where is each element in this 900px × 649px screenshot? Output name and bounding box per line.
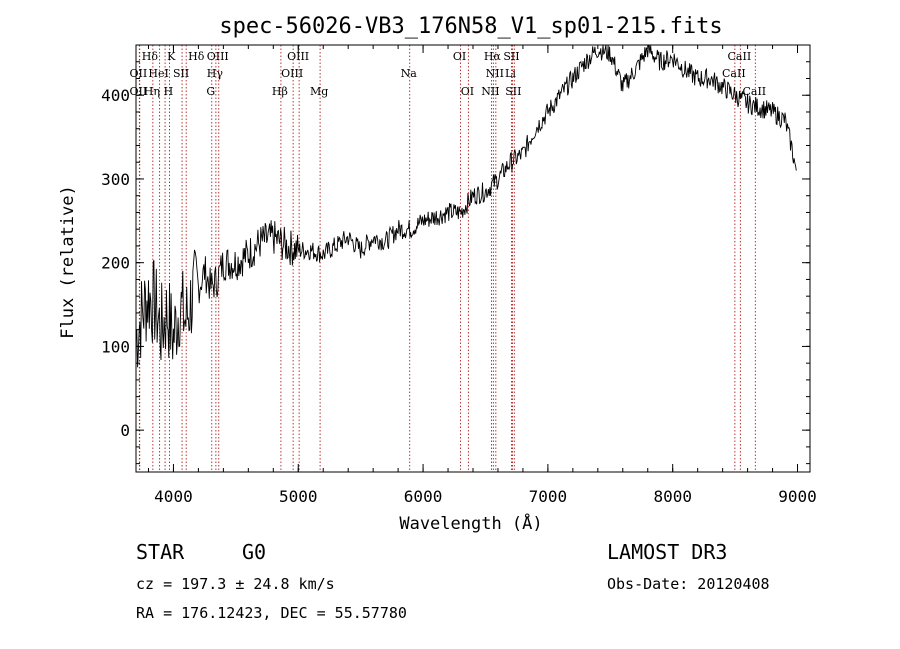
flux-line [135,44,797,368]
obs-date-label: Obs-Date: 20120408 [607,575,770,593]
emission-line-label: K [167,50,176,63]
y-tick-label: 300 [101,170,130,189]
x-axis-label: Wavelength (Å) [399,512,542,534]
flux-series [135,44,797,368]
y-axis-label: Flux (relative) [58,185,78,339]
emission-line-label: OIII [281,67,303,80]
emission-line-label: SII [505,85,521,98]
emission-line-label: OI [461,85,474,98]
emission-line-label: CaII [728,50,752,63]
emission-line-label: Na [401,67,418,80]
survey-label: LAMOST DR3 [607,540,727,564]
emission-line-label: HeI [148,67,168,80]
class-label: STAR [136,540,185,564]
x-tick-label: 4000 [154,487,193,506]
emission-line-label: OIII [207,50,229,63]
y-tick-label: 200 [101,254,130,273]
emission-line-label: H [164,85,174,98]
emission-line-label: Hδ [188,50,205,63]
x-tick-label: 9000 [778,487,817,506]
emission-line-label: CaII [722,67,746,80]
emission-line-label: OIII [287,50,309,63]
x-axis-ticks: 4000 5000 6000 7000 8000 9000 [147,45,817,506]
plot-frame [135,44,811,473]
y-tick-label: 400 [101,86,130,105]
emission-line-label: Hα [484,50,502,63]
emission-line-label: Hδ [142,50,159,63]
emission-line-label: OII [130,67,148,80]
y-axis-ticks: 0 100 200 300 400 [101,61,810,465]
subclass-label: G0 [242,540,266,564]
emission-line-label: Hη [144,85,160,98]
emission-line-label: OI [453,50,466,63]
emission-line-label: Hγ [207,67,224,80]
emission-line-label: CaII [742,85,766,98]
emission-line-label: G [206,85,215,98]
emission-lines [138,45,756,472]
redshift-label: cz = 197.3 ± 24.8 km/s [136,575,335,593]
chart-title: spec-56026-VB3_176N58_V1_sp01-215.fits [219,14,722,39]
x-tick-label: 8000 [653,487,692,506]
coordinates-label: RA = 176.12423, DEC = 55.57780 [136,604,407,622]
emission-line-label: Hβ [272,85,288,98]
y-tick-label: 0 [120,421,130,440]
x-tick-label: 7000 [529,487,568,506]
emission-line-label: SII [503,50,519,63]
emission-line-label: SII [173,67,189,80]
emission-line-label: NII [486,67,504,80]
x-tick-label: 5000 [279,487,318,506]
x-tick-label: 6000 [404,487,443,506]
emission-line-label: Mg [310,85,328,98]
y-tick-label: 100 [101,337,130,356]
emission-line-label: NII [481,85,499,98]
emission-line-label: Li [505,67,516,80]
